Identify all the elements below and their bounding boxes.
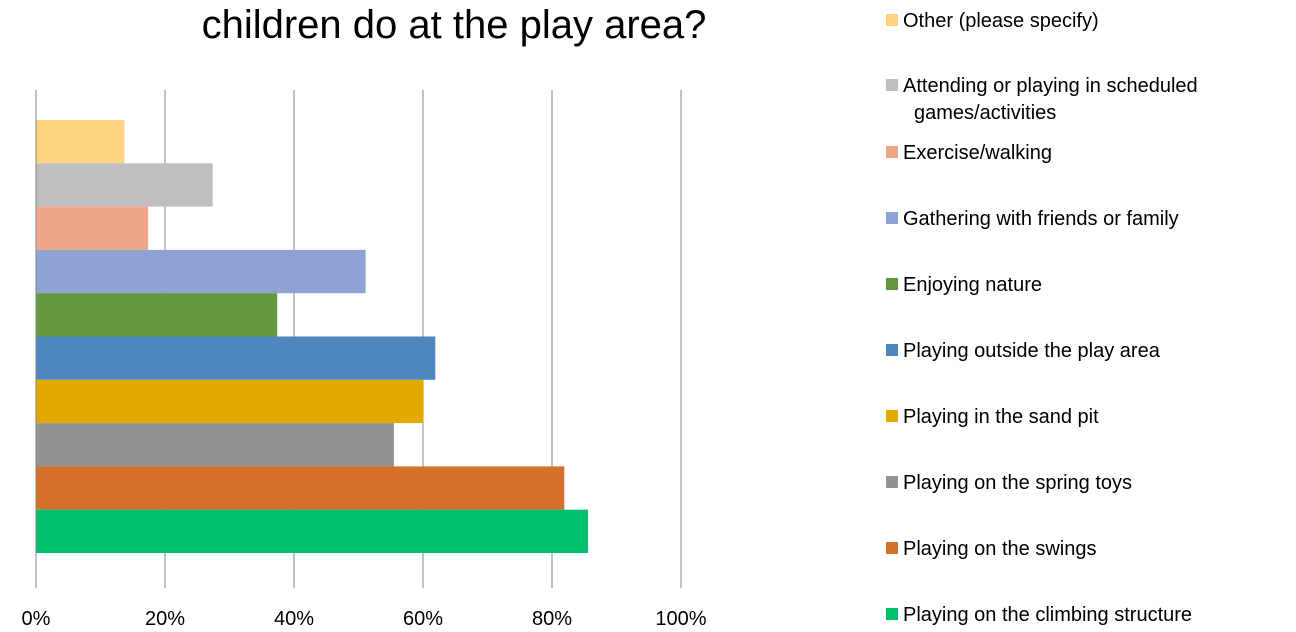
bar: [36, 336, 436, 380]
x-tick-label: 100%: [655, 608, 706, 630]
legend-item: Other (please specify): [886, 10, 1099, 32]
bar: [36, 466, 565, 510]
legend-label: Playing on the spring toys: [903, 472, 1132, 494]
bar: [36, 379, 424, 424]
bar: [36, 249, 366, 294]
legend-label: Gathering with friends or family: [903, 208, 1179, 230]
legend-swatch: [886, 344, 898, 356]
legend-label: Enjoying nature: [903, 274, 1042, 296]
x-tick-label: 80%: [532, 608, 572, 630]
chart-title: children do at the play area?: [202, 3, 707, 47]
legend-label: Playing in the sand pit: [903, 406, 1099, 428]
legend-label: Playing outside the play area: [903, 340, 1161, 362]
legend-swatch: [886, 14, 898, 26]
legend-item: Gathering with friends or family: [886, 208, 1179, 230]
bar: [36, 120, 125, 164]
bars: [36, 120, 589, 553]
x-tick-label: 60%: [403, 608, 443, 630]
legend-swatch: [886, 212, 898, 224]
legend-label: games/activities: [914, 102, 1056, 124]
legend-item: Attending or playing in scheduled games/a…: [886, 75, 1198, 124]
legend-label: Playing on the swings: [903, 538, 1096, 560]
legend: Other (please specify) Attending or playi…: [886, 10, 1198, 626]
legend-swatch: [886, 476, 898, 488]
legend-swatch: [886, 410, 898, 422]
x-axis-ticks: 0% 20% 40% 60% 80% 100%: [22, 583, 707, 630]
bar: [36, 163, 213, 207]
x-tick-label: 40%: [274, 608, 314, 630]
bar: [36, 509, 589, 553]
legend-item: Playing in the sand pit: [886, 406, 1099, 428]
legend-label: Exercise/walking: [903, 142, 1052, 164]
legend-item: Enjoying nature: [886, 274, 1042, 296]
x-tick-label: 20%: [145, 608, 185, 630]
legend-swatch: [886, 608, 898, 620]
legend-item: Playing on the spring toys: [886, 472, 1132, 494]
legend-item: Playing on the swings: [886, 538, 1096, 560]
bar: [36, 206, 149, 250]
legend-swatch: [886, 146, 898, 158]
legend-swatch: [886, 542, 898, 554]
legend-label: Playing on the climbing structure: [903, 604, 1192, 626]
x-tick-label: 0%: [22, 608, 51, 630]
legend-item: Exercise/walking: [886, 142, 1052, 164]
legend-item: Playing on the climbing structure: [886, 604, 1192, 626]
legend-label: Attending or playing in scheduled: [903, 75, 1198, 97]
bar: [36, 423, 394, 467]
bar: [36, 293, 278, 337]
legend-swatch: [886, 79, 898, 91]
legend-label: Other (please specify): [903, 10, 1099, 32]
legend-item: Playing outside the play area: [886, 340, 1161, 362]
legend-swatch: [886, 278, 898, 290]
